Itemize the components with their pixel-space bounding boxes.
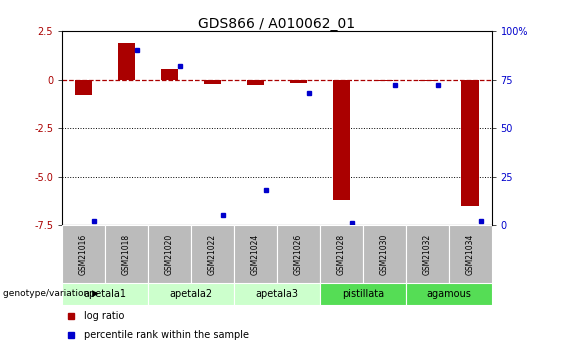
Bar	[462, 80, 479, 206]
Text: GSM21034: GSM21034	[466, 233, 475, 275]
Text: GSM21026: GSM21026	[294, 233, 303, 275]
Text: GSM21020: GSM21020	[165, 233, 174, 275]
Bar	[449, 225, 492, 283]
Text: GSM21024: GSM21024	[251, 233, 260, 275]
Bar	[247, 80, 264, 85]
Bar	[62, 283, 148, 305]
Bar	[277, 225, 320, 283]
Bar	[234, 283, 320, 305]
Bar	[406, 225, 449, 283]
Text: apetala2: apetala2	[170, 289, 212, 299]
Text: GSM21018: GSM21018	[122, 234, 131, 275]
Bar	[118, 43, 135, 80]
Text: GSM21030: GSM21030	[380, 233, 389, 275]
Bar	[191, 225, 234, 283]
Text: apetala1: apetala1	[84, 289, 127, 299]
Bar	[75, 80, 92, 95]
Bar	[320, 283, 406, 305]
Text: pistillata: pistillata	[342, 289, 384, 299]
Bar	[161, 69, 178, 80]
Bar	[105, 225, 148, 283]
Text: GSM21032: GSM21032	[423, 233, 432, 275]
Bar	[62, 225, 105, 283]
Bar	[320, 225, 363, 283]
Bar	[333, 80, 350, 200]
Bar	[148, 283, 234, 305]
Bar	[204, 80, 221, 85]
Bar	[406, 283, 492, 305]
Title: GDS866 / A010062_01: GDS866 / A010062_01	[198, 17, 355, 31]
Text: log ratio: log ratio	[84, 311, 124, 321]
Bar	[290, 80, 307, 83]
Text: genotype/variation ▶: genotype/variation ▶	[3, 289, 99, 298]
Bar	[234, 225, 277, 283]
Text: GSM21028: GSM21028	[337, 234, 346, 275]
Text: agamous: agamous	[426, 289, 471, 299]
Bar	[363, 225, 406, 283]
Text: percentile rank within the sample: percentile rank within the sample	[84, 330, 249, 340]
Text: apetala3: apetala3	[255, 289, 298, 299]
Text: GSM21016: GSM21016	[79, 233, 88, 275]
Text: GSM21022: GSM21022	[208, 234, 217, 275]
Bar	[148, 225, 191, 283]
